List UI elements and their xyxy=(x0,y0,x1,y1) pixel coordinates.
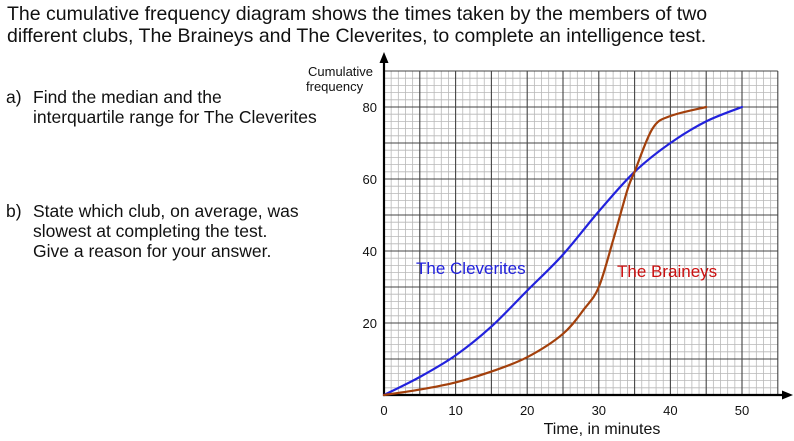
y-axis-label-line-1: Cumulative xyxy=(308,64,373,79)
y-tick-label: 60 xyxy=(363,172,377,187)
intro-line-2: different clubs, The Braineys and The Cl… xyxy=(7,25,707,47)
series-label-braineys: The Braineys xyxy=(617,262,717,281)
y-axis-arrow-icon xyxy=(379,52,389,63)
x-tick-label: 0 xyxy=(380,403,387,418)
part-a-label: a) xyxy=(6,87,22,107)
question-intro: The cumulative frequency diagram shows t… xyxy=(7,3,792,47)
part-b-line-1: State which club, on average, was xyxy=(33,201,299,221)
question-part-b: b) State which club, on average, was slow… xyxy=(6,201,299,261)
y-tick-label: 80 xyxy=(363,100,377,115)
x-tick-labels: 0 10 20 30 40 50 xyxy=(380,403,749,418)
x-tick-label: 50 xyxy=(735,403,749,418)
part-a-line-1: Find the median and the xyxy=(33,87,222,107)
series-lines xyxy=(382,105,744,397)
grid-minor xyxy=(384,71,778,395)
y-axis-label-line-2: frequency xyxy=(306,79,364,94)
x-tick-label: 10 xyxy=(448,403,462,418)
x-axis-arrow-icon xyxy=(782,390,793,400)
part-b-line-3: Give a reason for your answer. xyxy=(33,241,272,261)
y-tick-labels: 20 40 60 80 xyxy=(363,100,377,331)
x-tick-label: 30 xyxy=(592,403,606,418)
part-b-label: b) xyxy=(6,201,22,221)
series-label-cleverites: The Cleverites xyxy=(416,259,526,278)
cleverites-curve xyxy=(382,105,744,397)
intro-line-1: The cumulative frequency diagram shows t… xyxy=(7,3,708,25)
part-b-line-2: slowest at completing the test. xyxy=(33,221,268,241)
y-tick-label: 20 xyxy=(363,316,377,331)
x-tick-label: 40 xyxy=(663,403,677,418)
x-tick-label: 20 xyxy=(520,403,534,418)
x-axis-label: Time, in minutes xyxy=(544,421,661,438)
grid-major xyxy=(383,70,779,396)
axes xyxy=(379,52,793,400)
part-a-line-2: interquartile range for The Cleverites xyxy=(33,107,317,127)
question-part-a: a) Find the median and the interquartile … xyxy=(6,87,317,127)
y-tick-label: 40 xyxy=(363,244,377,259)
braineys-curve xyxy=(382,105,708,397)
